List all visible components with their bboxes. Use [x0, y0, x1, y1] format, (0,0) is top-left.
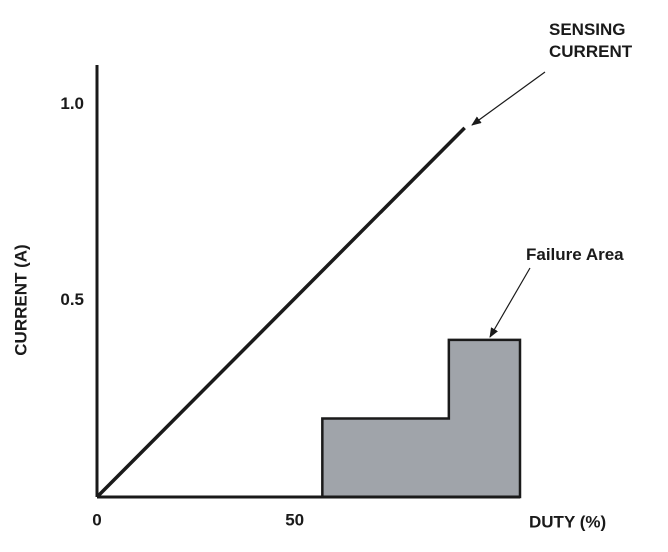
y-tick-label: 0.5 — [60, 290, 84, 309]
x-tick-label: 0 — [92, 510, 101, 529]
series-label: SENSING CURRENT — [549, 20, 633, 61]
y-tick-label: 1.0 — [60, 94, 84, 113]
failure-region — [321, 338, 522, 499]
y-axis-title: CURRENT (A) — [11, 244, 30, 355]
pointer-arrow — [471, 71, 546, 126]
pointer-arrow — [489, 267, 531, 338]
x-axis-title: DUTY (%) — [529, 512, 606, 531]
x-tick-label: 50 — [285, 510, 304, 529]
series-line — [95, 126, 466, 499]
region-label: Failure Area — [526, 245, 624, 264]
